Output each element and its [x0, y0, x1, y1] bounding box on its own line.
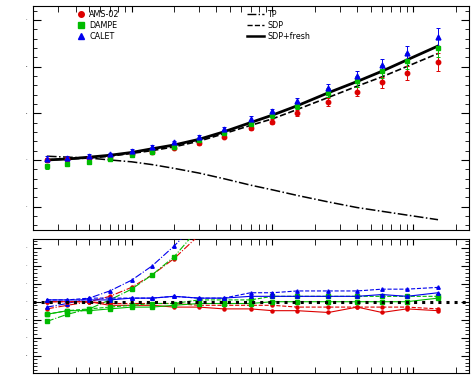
Legend: TP, SDP, SDP+fresh: TP, SDP, SDP+fresh	[246, 10, 310, 41]
